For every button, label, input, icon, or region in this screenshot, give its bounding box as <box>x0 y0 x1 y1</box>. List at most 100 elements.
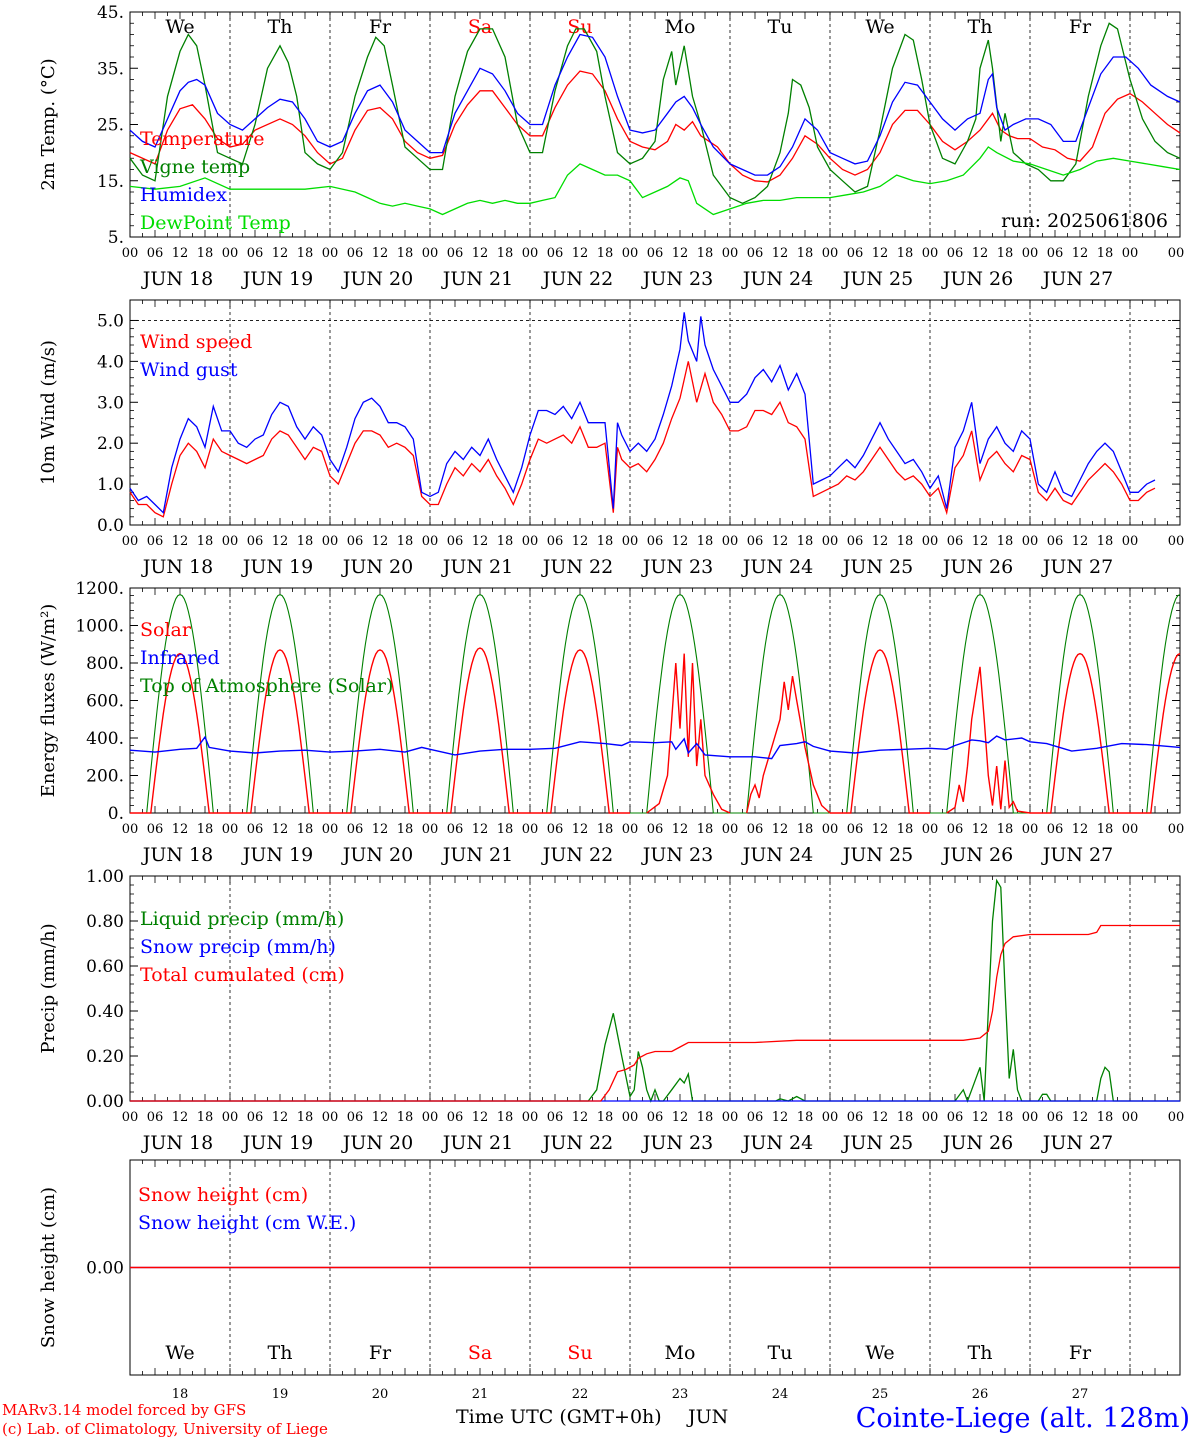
hour-tick-label: 12 <box>472 534 489 549</box>
hour-tick-label: 12 <box>1072 1110 1089 1125</box>
date-label: JUN 26 <box>941 556 1013 578</box>
panel-snow: 0.00 Snow height (cm) Snow height (cm) Snow… <box>38 1159 1181 1402</box>
hour-tick-label: 00 <box>322 246 339 261</box>
series-line-wind-speed <box>129 361 1156 518</box>
legend-entry: Wind gust <box>140 359 238 381</box>
date-label: JUN 19 <box>241 844 313 866</box>
date-label: JUN 23 <box>641 268 713 290</box>
series-line-top-of-atmosphere <box>830 593 930 814</box>
date-label: JUN 24 <box>741 1132 813 1154</box>
hour-tick-label: 18 <box>797 822 814 837</box>
day-name-label: Fr <box>369 16 392 38</box>
day-number-label: 24 <box>772 1387 789 1402</box>
hour-tick-label: 00 <box>1122 534 1139 549</box>
hour-tick-label: 18 <box>997 246 1014 261</box>
series-line-dewpoint-temp <box>129 146 1181 216</box>
date-label: JUN 19 <box>241 556 313 578</box>
date-label: JUN 22 <box>541 844 613 866</box>
series-line-temperature <box>129 70 1181 183</box>
hour-tick-label: 06 <box>347 534 364 549</box>
day-name-label: Mo <box>665 16 696 38</box>
day-name-label: Th <box>268 16 293 38</box>
hour-tick-label: 18 <box>897 246 914 261</box>
hour-tick-label: 00 <box>222 1110 239 1125</box>
hour-tick-label: 12 <box>772 1110 789 1125</box>
hour-tick-label: 00 <box>722 246 739 261</box>
hour-tick-label: 12 <box>572 822 589 837</box>
hour-tick-label: 06 <box>1047 246 1064 261</box>
hour-tick-label: 12 <box>972 1110 989 1125</box>
hour-tick-label: 12 <box>272 534 289 549</box>
date-label: JUN 26 <box>941 844 1013 866</box>
hour-tick-label: 12 <box>472 1110 489 1125</box>
hour-tick-label: 18 <box>597 822 614 837</box>
hour-tick-label: 06 <box>947 1110 964 1125</box>
y-tick-label: 15. <box>97 172 124 192</box>
hour-tick-label: 12 <box>372 534 389 549</box>
y-tick-label: 5. <box>108 228 124 248</box>
y-axis-label: 2m Temp. (°C) <box>38 58 59 190</box>
series-line-solar <box>530 649 630 814</box>
footer: MARv3.14 model forced by GFS(c) Lab. of … <box>2 1401 1190 1438</box>
series-line-top-of-atmosphere <box>530 593 630 814</box>
hour-tick-label: 00 <box>922 822 939 837</box>
lab-credit: (c) Lab. of Climatology, University of L… <box>2 1420 328 1438</box>
hour-tick-label: 12 <box>872 534 889 549</box>
hour-tick-label: 18 <box>197 1110 214 1125</box>
legend-entry: Wind speed <box>140 331 252 353</box>
hour-tick-label: 18 <box>197 534 214 549</box>
hour-tick-label: 00 <box>1122 246 1139 261</box>
hour-tick-label: 00 <box>722 822 739 837</box>
hour-tick-label: 18 <box>797 246 814 261</box>
date-label: JUN 20 <box>341 268 413 290</box>
day-name-label: Th <box>968 1342 993 1364</box>
y-tick-label: 200. <box>86 767 124 787</box>
model-credit: MARv3.14 model forced by GFS <box>2 1401 246 1419</box>
hour-tick-label: 00 <box>622 534 639 549</box>
hour-tick-label: 12 <box>772 822 789 837</box>
day-number-label: 26 <box>972 1387 989 1402</box>
hour-tick-label: 06 <box>947 822 964 837</box>
y-tick-label: 4.0 <box>97 352 124 372</box>
legend-entry: DewPoint Temp <box>140 212 291 234</box>
date-label: JUN 19 <box>241 1132 313 1154</box>
hour-tick-label: 06 <box>347 246 364 261</box>
hour-tick-label: 12 <box>272 246 289 261</box>
date-label: JUN 25 <box>841 1132 913 1154</box>
y-tick-label: 0. <box>108 804 124 824</box>
y-tick-label: 45. <box>97 3 124 23</box>
hour-tick-label: 00 <box>222 246 239 261</box>
y-axis-label: Snow height (cm) <box>38 1187 59 1348</box>
hour-tick-label: 12 <box>472 246 489 261</box>
hour-tick-label: 00 <box>622 1110 639 1125</box>
day-name-label: Sa <box>468 16 492 38</box>
day-name-label: We <box>165 16 194 38</box>
hour-tick-label: 06 <box>547 246 564 261</box>
day-name-label: We <box>165 1342 194 1364</box>
hour-tick-label: 06 <box>547 822 564 837</box>
y-axis-label: Precip (mm/h) <box>38 923 59 1053</box>
day-name-label: Su <box>567 1342 592 1364</box>
hour-tick-label: 00 <box>422 534 439 549</box>
hour-tick-label: 06 <box>447 822 464 837</box>
day-name-label: Fr <box>369 1342 392 1364</box>
y-tick-label: 0.60 <box>86 957 124 977</box>
legend-entry: Snow height (cm) <box>138 1184 308 1206</box>
hour-tick-label: 18 <box>1097 1110 1114 1125</box>
hour-tick-label: 06 <box>147 822 164 837</box>
date-label: JUN 23 <box>641 1132 713 1154</box>
hour-tick-label: 06 <box>247 822 264 837</box>
series-line-top-of-atmosphere <box>1030 593 1130 814</box>
hour-tick-label: 12 <box>772 246 789 261</box>
hour-tick-label: 06 <box>647 534 664 549</box>
y-tick-label: 25. <box>97 116 124 136</box>
hour-tick-label: 18 <box>597 1110 614 1125</box>
hour-tick-label: 12 <box>672 1110 689 1125</box>
hour-tick-label: 00 <box>822 1110 839 1125</box>
date-label: JUN 20 <box>341 844 413 866</box>
day-number-label: 22 <box>572 1387 589 1402</box>
y-tick-label: 1.00 <box>86 867 124 887</box>
legend-entry: Liquid precip (mm/h) <box>140 908 344 930</box>
hour-tick-label: 00 <box>1022 246 1039 261</box>
hour-tick-label: 12 <box>972 822 989 837</box>
